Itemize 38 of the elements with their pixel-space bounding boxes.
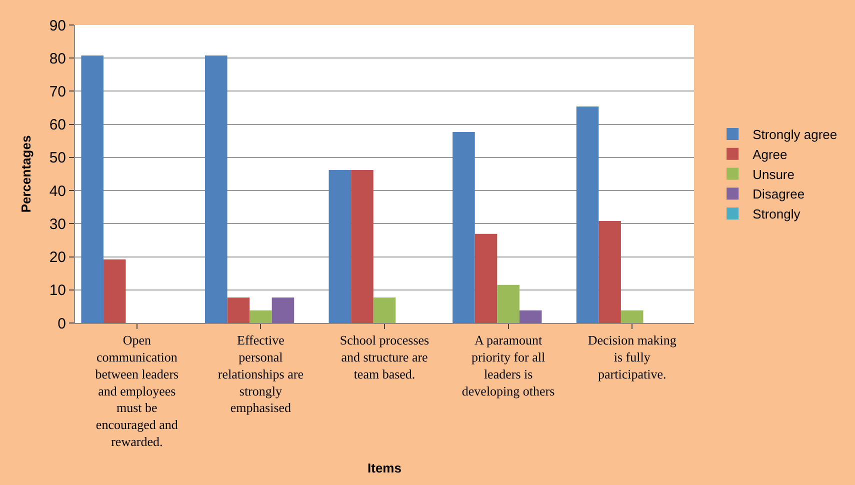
x-tick-label: Effective personal relationships are strongly emphasised — [218, 332, 304, 416]
bar — [519, 310, 542, 323]
y-tick-label: 50 — [49, 150, 66, 167]
x-tick-label: School processes and structure are team based. — [340, 332, 430, 382]
legend-label: Disagree — [752, 186, 805, 202]
bar — [576, 106, 599, 323]
bar — [452, 132, 475, 323]
bar — [474, 234, 498, 323]
y-axis-title: Percentages — [18, 135, 34, 213]
y-tick-label: 60 — [49, 116, 66, 134]
y-tick-label: 90 — [49, 17, 66, 34]
x-tick-label: A paramount priority for all leaders is developing others — [462, 332, 555, 398]
bar — [373, 298, 396, 323]
bar — [598, 221, 621, 323]
y-tick-label: 40 — [49, 182, 66, 200]
y-tick-label: 70 — [49, 83, 66, 100]
bar — [227, 298, 250, 323]
y-tick-label: 0 — [58, 315, 66, 332]
x-tick-label: Open communication between leaders and employees must be encouraged and rewarded. — [95, 332, 179, 449]
legend-label: Agree — [752, 146, 788, 162]
x-tick-label: Decision making is fully participative. — [588, 332, 677, 382]
legend-label: Strongly — [752, 206, 801, 222]
bar — [328, 170, 352, 323]
legend-label: Unsure — [752, 166, 794, 182]
bar — [620, 310, 644, 323]
bar — [81, 55, 104, 323]
y-tick-label: 10 — [49, 282, 66, 300]
x-axis-title: Items — [368, 460, 402, 476]
y-tick-label: 80 — [49, 50, 66, 68]
bar — [351, 170, 374, 323]
bar — [204, 55, 228, 323]
y-tick-label: 30 — [49, 216, 66, 233]
y-tick-label: 20 — [49, 249, 66, 266]
bar — [497, 284, 520, 323]
bar — [103, 259, 126, 323]
legend-label: Strongly agree — [752, 127, 838, 142]
bar — [250, 310, 272, 323]
bar — [272, 298, 294, 323]
